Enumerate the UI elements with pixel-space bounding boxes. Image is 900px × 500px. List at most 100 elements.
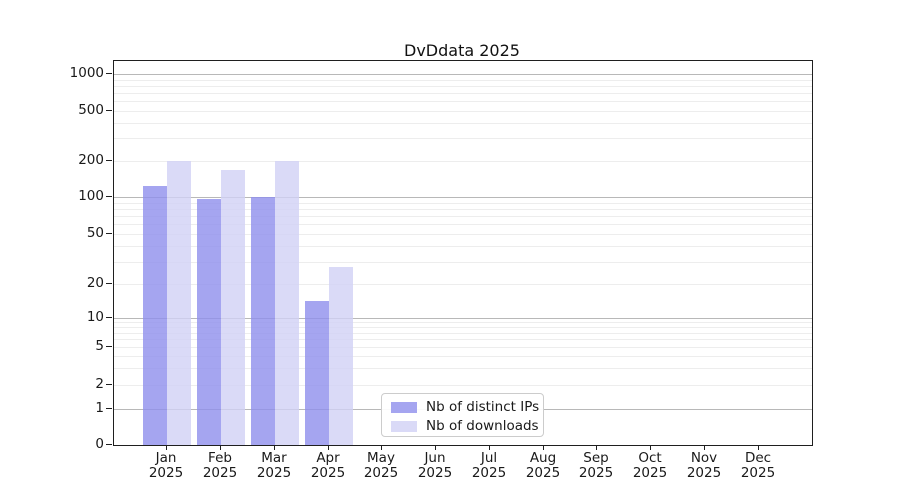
x-tick-year: 2025 <box>740 464 776 481</box>
legend-entry-downloads: Nb of downloads <box>391 418 543 435</box>
y-tick-mark <box>106 110 112 111</box>
x-tick-month: Jul <box>480 450 498 466</box>
bar-distinct-ips-mar <box>250 197 275 445</box>
bar-downloads-mar <box>274 160 299 445</box>
y-tick-mark <box>106 283 112 284</box>
y-tick-label: 500 <box>78 102 104 118</box>
x-tick-mark <box>435 445 436 450</box>
minor-gridline <box>114 80 812 81</box>
y-tick-mark <box>106 73 112 74</box>
x-tick-year: 2025 <box>363 464 399 481</box>
minor-gridline <box>114 339 812 340</box>
minor-gridline <box>114 138 812 139</box>
x-tick-mark <box>220 445 221 450</box>
minor-gridline <box>114 224 812 225</box>
x-tick-year: 2025 <box>202 464 238 481</box>
y-tick-mark <box>106 408 112 409</box>
x-tick-year: 2025 <box>310 464 346 481</box>
x-tick-month: Jun <box>424 450 446 466</box>
legend-swatch-distinct-ips <box>391 402 417 413</box>
y-tick-label: 200 <box>78 152 104 168</box>
y-tick-label: 100 <box>78 188 104 204</box>
bar-downloads-apr <box>328 267 353 445</box>
y-tick-label: 20 <box>86 275 104 291</box>
x-tick-label-jun: Jun 2025 <box>405 451 465 480</box>
chart-title: DvDdata 2025 <box>404 41 520 60</box>
bar-distinct-ips-apr <box>304 301 329 445</box>
minor-gridline <box>114 356 812 357</box>
x-tick-mark <box>596 445 597 450</box>
x-tick-label-jul: Jul 2025 <box>459 451 519 480</box>
major-gridline <box>114 197 812 198</box>
major-gridline <box>114 74 812 75</box>
minor-gridline <box>114 333 812 334</box>
x-tick-year: 2025 <box>578 464 614 481</box>
x-tick-month: Mar <box>261 450 287 466</box>
legend-label-distinct-ips: Nb of distinct IPs <box>426 399 540 415</box>
legend-entry-distinct-ips: Nb of distinct IPs <box>391 399 543 416</box>
x-tick-month: May <box>367 450 395 466</box>
legend-swatch-downloads <box>391 421 417 432</box>
minor-gridline <box>114 111 812 112</box>
bar-distinct-ips-jan <box>143 186 168 445</box>
minor-gridline <box>114 123 812 124</box>
bar-downloads-jan <box>167 160 192 445</box>
minor-gridline <box>114 322 812 323</box>
y-tick-mark <box>106 196 112 197</box>
x-tick-label-mar: Mar 2025 <box>244 451 304 480</box>
bar-distinct-ips-feb <box>197 199 222 445</box>
minor-gridline <box>114 93 812 94</box>
x-tick-label-sep: Sep 2025 <box>566 451 626 480</box>
y-tick-label: 1 <box>95 400 104 416</box>
x-tick-mark <box>758 445 759 450</box>
minor-gridline <box>114 246 812 247</box>
x-tick-mark <box>328 445 329 450</box>
x-tick-label-oct: Oct 2025 <box>620 451 680 480</box>
x-tick-month: Oct <box>638 450 662 466</box>
x-tick-mark <box>166 445 167 450</box>
x-tick-label-aug: Aug 2025 <box>513 451 573 480</box>
y-tick-label: 50 <box>86 225 104 241</box>
minor-gridline <box>114 86 812 87</box>
minor-gridline <box>114 385 812 386</box>
x-tick-mark <box>650 445 651 450</box>
x-tick-month: Sep <box>583 450 609 466</box>
bar-downloads-feb <box>221 169 246 445</box>
x-tick-mark <box>543 445 544 450</box>
minor-gridline <box>114 234 812 235</box>
x-tick-label-may: May 2025 <box>351 451 411 480</box>
minor-gridline <box>114 216 812 217</box>
minor-gridline <box>114 368 812 369</box>
y-tick-label: 0 <box>95 436 104 452</box>
x-tick-month: Apr <box>316 450 340 466</box>
x-tick-label-dec: Dec 2025 <box>728 451 788 480</box>
y-tick-mark <box>106 384 112 385</box>
x-tick-mark <box>274 445 275 450</box>
y-tick-mark <box>106 160 112 161</box>
y-tick-mark <box>106 233 112 234</box>
x-tick-label-feb: Feb 2025 <box>190 451 250 480</box>
x-tick-year: 2025 <box>632 464 668 481</box>
minor-gridline <box>114 209 812 210</box>
x-tick-month: Feb <box>208 450 232 466</box>
x-tick-month: Dec <box>744 450 772 466</box>
y-tick-mark <box>106 444 112 445</box>
legend: Nb of distinct IPs Nb of downloads <box>381 393 544 437</box>
x-tick-year: 2025 <box>471 464 507 481</box>
y-tick-label: 1000 <box>69 65 104 81</box>
minor-gridline <box>114 347 812 348</box>
x-tick-year: 2025 <box>148 464 184 481</box>
minor-gridline <box>114 327 812 328</box>
minor-gridline <box>114 262 812 263</box>
x-tick-mark <box>381 445 382 450</box>
x-tick-label-nov: Nov 2025 <box>674 451 734 480</box>
major-gridline <box>114 318 812 319</box>
x-tick-year: 2025 <box>525 464 561 481</box>
y-tick-label: 10 <box>86 309 104 325</box>
x-tick-year: 2025 <box>256 464 292 481</box>
y-tick-mark <box>106 317 112 318</box>
minor-gridline <box>114 161 812 162</box>
y-tick-label: 2 <box>95 376 104 392</box>
minor-gridline <box>114 101 812 102</box>
